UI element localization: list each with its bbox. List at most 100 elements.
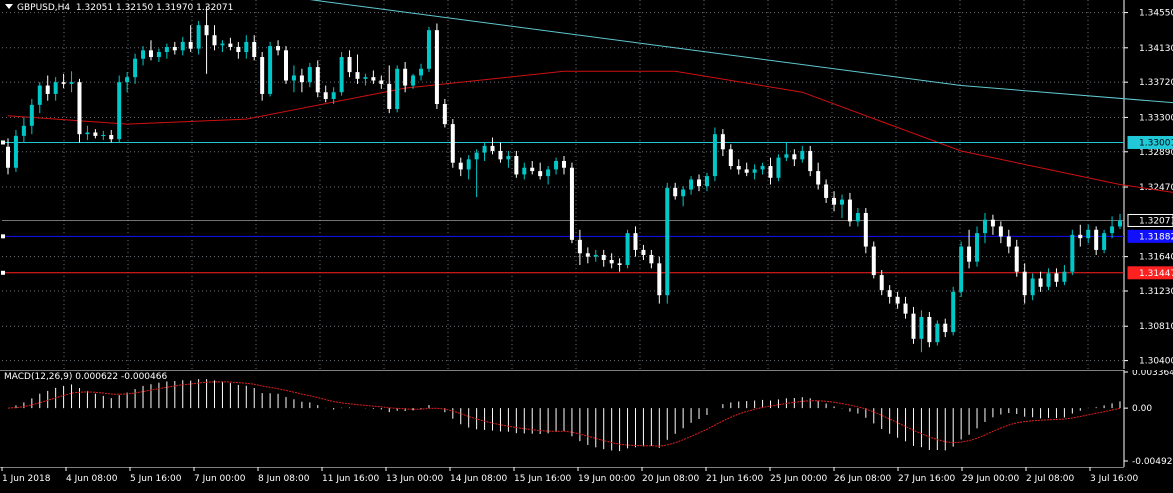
candle: [482, 142, 487, 162]
candle-body: [307, 67, 312, 83]
candle: [212, 25, 217, 51]
candle: [617, 258, 622, 272]
candle: [37, 82, 42, 114]
time-tick-label: 26 Jun 08:00: [834, 474, 891, 484]
candle: [569, 162, 574, 244]
candle: [180, 36, 185, 56]
time-tick-label: 25 Jun 00:00: [770, 474, 827, 484]
candle: [268, 41, 273, 97]
macd-panel[interactable]: 0.003364 0.00 -0.004921 MACD(12,26,9) 0.00…: [0, 368, 1173, 467]
candle: [1078, 224, 1083, 247]
candle: [641, 244, 646, 260]
candle: [1094, 226, 1099, 255]
ma-slow-line: [309, 0, 1173, 104]
dropdown-triangle-icon[interactable]: [5, 4, 13, 9]
candle: [1046, 268, 1051, 291]
candle: [77, 78, 82, 143]
candle-body: [466, 159, 471, 170]
candle-body: [339, 57, 344, 93]
candle: [291, 65, 296, 93]
candle: [506, 150, 511, 168]
candle-body: [990, 219, 995, 227]
price-chart-svg[interactable]: 1.34550 1.34130 1.33720 1.33300 1.32890 1.324…: [0, 0, 1173, 369]
candle: [704, 172, 709, 192]
time-tick-label: 29 Jun 00:00: [962, 474, 1019, 484]
price-tick-label: 1.31230: [1139, 287, 1173, 297]
candle: [315, 60, 320, 98]
candle-body: [538, 171, 543, 177]
price-tick-label: 1.33300: [1139, 113, 1173, 123]
candle: [911, 306, 916, 344]
candle-body: [712, 134, 717, 177]
candle-body: [371, 77, 376, 81]
candle: [665, 182, 670, 304]
candle: [450, 119, 455, 168]
candle: [927, 311, 932, 348]
candle: [752, 164, 757, 180]
candle-body: [331, 92, 336, 99]
candle-body: [879, 275, 884, 291]
candle-body: [927, 317, 932, 343]
candle-body: [816, 171, 821, 185]
candle: [93, 129, 98, 139]
time-tick-label: 8 Jun 08:00: [258, 474, 310, 484]
candle-body: [601, 254, 606, 260]
candle-body: [1046, 273, 1051, 287]
candle: [434, 23, 439, 110]
candle: [426, 26, 431, 73]
candle-body: [291, 75, 296, 81]
candle-body: [720, 134, 725, 150]
candle-body: [1110, 226, 1115, 234]
candle: [458, 157, 463, 177]
candle: [363, 73, 368, 86]
blue-level-marker: [1, 234, 5, 239]
candle-body: [633, 233, 638, 250]
candle: [387, 65, 392, 114]
candle: [141, 46, 146, 66]
candle-body: [689, 179, 694, 190]
candle-body: [1086, 229, 1091, 239]
candle-body: [855, 213, 860, 222]
candle-body: [760, 166, 765, 170]
candle-body: [625, 233, 630, 266]
candle-body: [768, 166, 773, 178]
candle-body: [1014, 246, 1019, 272]
candle-body: [736, 166, 741, 170]
candle: [69, 71, 74, 93]
price-tick-label: 1.34550: [1139, 9, 1173, 19]
candle: [887, 285, 892, 304]
candle-body: [1118, 220, 1122, 227]
red-level-badge-label: 1.31447: [1139, 269, 1173, 279]
candle-body: [498, 150, 503, 160]
candle-body: [450, 124, 455, 163]
candle: [593, 249, 598, 262]
candle-body: [577, 239, 582, 254]
candle-body: [387, 83, 392, 110]
macd-svg[interactable]: 0.003364 0.00 -0.004921: [0, 368, 1173, 467]
price-chart-panel[interactable]: 1.34550 1.34130 1.33720 1.33300 1.32890 1.324…: [0, 0, 1173, 369]
candle-body: [665, 187, 670, 296]
candle: [633, 226, 638, 257]
candle-body: [220, 43, 225, 46]
candle-body: [53, 82, 58, 94]
candle-body: [482, 145, 487, 153]
candle: [530, 161, 535, 175]
candle: [196, 20, 201, 55]
candle-body: [411, 75, 416, 86]
candle: [657, 256, 662, 304]
time-tick-label: 4 Jun 08:00: [66, 474, 118, 484]
time-axis: 1 Jun 2018 4 Jun 08:00 5 Jun 16:00 7 Jun 00…: [0, 466, 1173, 489]
candle: [1054, 268, 1059, 287]
candle: [379, 75, 384, 89]
candle-body: [141, 50, 146, 59]
time-tick-label: 21 Jun 16:00: [706, 474, 763, 484]
candle-body: [522, 167, 527, 175]
candle-body: [824, 184, 829, 198]
candle: [21, 117, 26, 143]
candle: [61, 73, 66, 89]
candle: [101, 130, 106, 141]
candle-body: [268, 46, 273, 94]
candle-body: [6, 146, 10, 168]
candle: [1086, 224, 1091, 244]
candle: [331, 87, 336, 104]
